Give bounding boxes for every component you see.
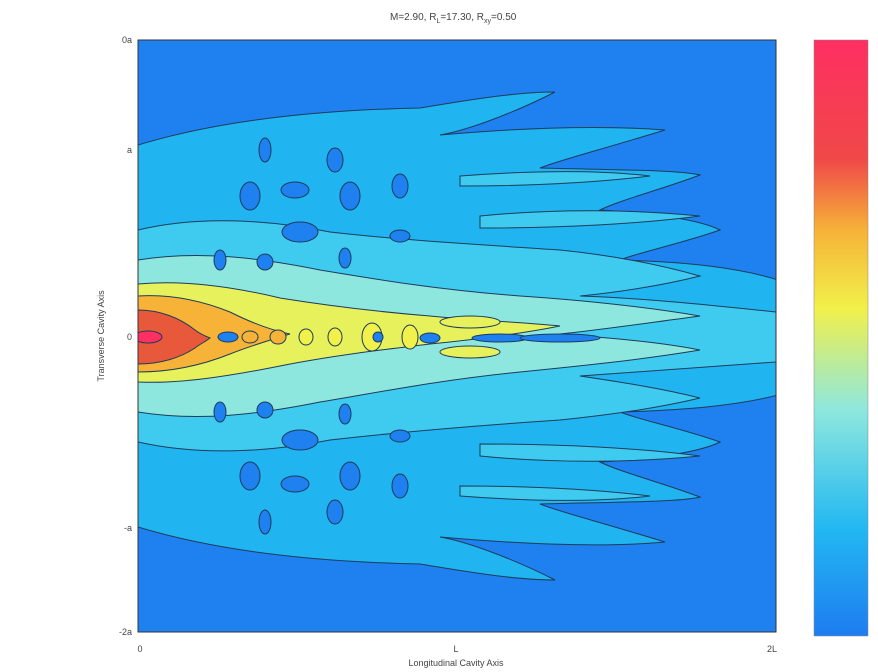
x-tick-label: L — [453, 644, 458, 654]
y-tick-label: a — [127, 145, 132, 155]
contour-fields — [138, 91, 776, 581]
y-tick-label: -2a — [119, 627, 132, 637]
colorbar — [814, 40, 868, 636]
chart-title: M=2.90, RL=17.30, Rxy=0.50 — [390, 12, 517, 25]
y-tick-label: 0a — [122, 35, 132, 45]
y-tick-label: 0 — [127, 332, 132, 342]
y-tick-label: -a — [124, 523, 132, 533]
colorbar-frame — [813, 39, 869, 637]
x-tick-label: 2L — [767, 644, 777, 654]
x-axis-label: Longitudinal Cavity Axis — [408, 658, 504, 668]
x-axis-ticks: 0 L 2L — [137, 644, 777, 654]
x-tick-label: 0 — [137, 644, 142, 654]
y-axis-ticks: 0a a 0 -a -2a — [119, 35, 132, 637]
plot-frame — [137, 39, 777, 633]
y-axis-label: Transverse Cavity Axis — [96, 290, 106, 382]
